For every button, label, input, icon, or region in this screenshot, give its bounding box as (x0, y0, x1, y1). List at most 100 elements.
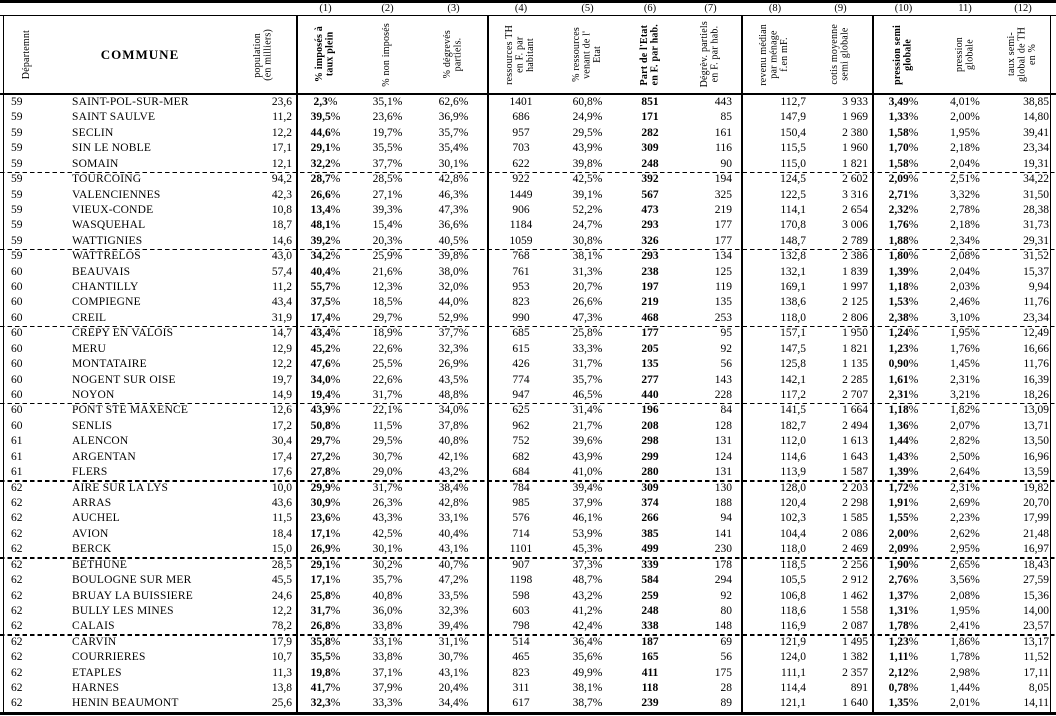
table-row: 62 BERCK 15,0 26,9% 30,1% 43,1% 1101 45,3% 499 23… (0, 542, 1056, 560)
cell-population: 10,7 (271, 651, 292, 664)
cell-commune: SENLIS (72, 419, 113, 432)
cell-c9: 1 640 (842, 697, 868, 710)
cell-population: 43,4 (271, 296, 292, 309)
cell-c10: 1,70% (888, 142, 919, 155)
cell-c7: 130 (714, 481, 732, 494)
cell-population: 42,3 (271, 188, 292, 201)
column-index: (4) (514, 3, 528, 14)
cell-c2: 30,7% (372, 450, 403, 463)
cell-c7: 175 (714, 666, 732, 679)
cell-commune: BRUAY LA BUISSIERE (72, 589, 193, 602)
cell-population: 12,2 (271, 126, 292, 139)
cell-c12: 8,05 (1028, 682, 1049, 695)
cell-c11: 2,04% (950, 265, 980, 278)
cell-commune: COMPIEGNE (72, 296, 141, 309)
cell-c5: 35,7% (572, 373, 603, 386)
cell-c7: 119 (715, 281, 732, 294)
cell-departement: 62 (11, 574, 23, 587)
cell-c9: 1 558 (842, 604, 868, 617)
table-row: 62 COURRIERES 10,7 35,5% 33,8% 30,7% 465 35,6% 1… (5, 650, 1051, 665)
cell-c8: 147,9 (780, 111, 806, 124)
cell-c2: 29,7% (372, 311, 403, 324)
cell-c1: 35,8% (310, 635, 341, 648)
header-col1: % imposés à taux plein (296, 16, 355, 93)
cell-c3: 34,0% (438, 404, 469, 417)
cell-c1: 50,8% (310, 419, 341, 432)
cell-c4: 682 (512, 450, 530, 463)
cell-population: 10,8 (271, 203, 292, 216)
group-divider-col9 (872, 15, 874, 713)
cell-departement: 62 (11, 697, 23, 710)
cell-c11: 2,08% (950, 589, 980, 602)
cell-c5: 24,9% (572, 111, 603, 124)
cell-c5: 31,4% (572, 404, 603, 417)
bottom-rule (0, 712, 1056, 715)
header-departement: Départemnt (5, 16, 50, 93)
cell-c5: 43,9% (572, 450, 603, 463)
table-row: 59 SAINT SAULVE 11,2 39,5% 23,6% 36,9% 686 24,9… (5, 110, 1051, 125)
cell-population: 14,9 (271, 389, 292, 402)
table-row: 59 WATTIGNIES 14,6 39,2% 20,3% 40,5% 1059 30,8%… (0, 234, 1056, 251)
cell-c2: 33,8% (372, 651, 403, 664)
cell-c5: 43,2% (572, 589, 603, 602)
cell-c8: 182,7 (780, 419, 806, 432)
cell-c5: 37,3% (572, 558, 603, 571)
cell-departement: 59 (11, 219, 23, 232)
cell-c12: 29,31 (1023, 234, 1049, 247)
cell-c10: 1,90% (888, 558, 919, 571)
table-row: 60 MERU 12,9 45,2% 22,6% 32,3% 615 33,3% 205 92 14… (5, 342, 1051, 357)
cell-c1: 39,2% (310, 234, 341, 247)
cell-c7: 161 (714, 126, 732, 139)
group-divider-col3 (487, 15, 489, 713)
table-row: 60 NOYON 14,9 19,4% 31,7% 48,8% 947 46,5% 440 228… (0, 388, 1056, 405)
cell-c3: 40,7% (438, 558, 469, 571)
cell-c12: 16,66 (1023, 342, 1049, 355)
cell-c12: 20,70 (1023, 496, 1049, 509)
cell-c10: 1,78% (888, 620, 919, 633)
cell-c2: 37,9% (372, 682, 403, 695)
cell-population: 19,7 (271, 373, 292, 386)
cell-population: 18,7 (271, 219, 292, 232)
cell-c2: 40,8% (372, 589, 403, 602)
cell-population: 94,2 (271, 173, 292, 186)
header-col6-label: Part de l'Etat en F. par hab. (638, 23, 661, 86)
header-col7-label: Dégrèv. partiels en F. par hab. (699, 21, 721, 88)
cell-c2: 35,1% (372, 96, 403, 108)
cell-c5: 39,6% (572, 435, 603, 448)
header-col12-label: taux semi- global de TH en % (1006, 27, 1039, 82)
cell-c6: 259 (641, 589, 659, 602)
header-bottom-rule (0, 93, 1056, 95)
cell-commune: AUCHEL (72, 512, 120, 525)
cell-c11: 2,03% (950, 281, 980, 294)
cell-c2: 36,0% (372, 604, 403, 617)
cell-c5: 36,4% (572, 635, 603, 648)
header-col5: % ressources venant de l' Etat (555, 16, 620, 93)
cell-c12: 18,26 (1023, 389, 1049, 402)
cell-commune: AIRE SUR LA LYS (72, 481, 169, 494)
cell-c9: 1 643 (842, 450, 868, 463)
cell-c12: 31,50 (1023, 188, 1049, 201)
cell-c3: 40,8% (438, 435, 469, 448)
cell-c11: 2,62% (950, 527, 980, 540)
cell-c11: 1,76% (950, 342, 980, 355)
cell-commune: BERCK (72, 543, 112, 556)
cell-c2: 39,3% (372, 203, 403, 216)
column-index: 11) (958, 3, 972, 14)
table-row: 62 CARVIN 17,9 35,8% 33,1% 31,1% 514 36,4% 187 69… (5, 635, 1051, 650)
cell-c1: 17,1% (310, 574, 341, 587)
cell-c4: 798 (512, 620, 530, 633)
cell-c5: 20,7% (572, 281, 603, 294)
cell-c7: 69 (720, 635, 733, 648)
cell-c3: 40,5% (438, 234, 469, 247)
cell-c7: 294 (714, 574, 732, 587)
cell-c8: 104,4 (780, 527, 806, 540)
cell-c3: 34,4% (438, 697, 469, 710)
cell-population: 17,9 (271, 635, 292, 648)
cell-commune: CHANTILLY (72, 281, 139, 294)
cell-c3: 26,9% (438, 358, 469, 371)
cell-c6: 299 (641, 450, 659, 463)
cell-c6: 219 (641, 296, 659, 309)
cell-c5: 45,3% (572, 543, 603, 556)
cell-departement: 59 (11, 157, 23, 170)
table-body: 59 SAINT-POL-SUR-MER 23,6 2,3% 35,1% 62,6% 140… (0, 95, 1056, 712)
